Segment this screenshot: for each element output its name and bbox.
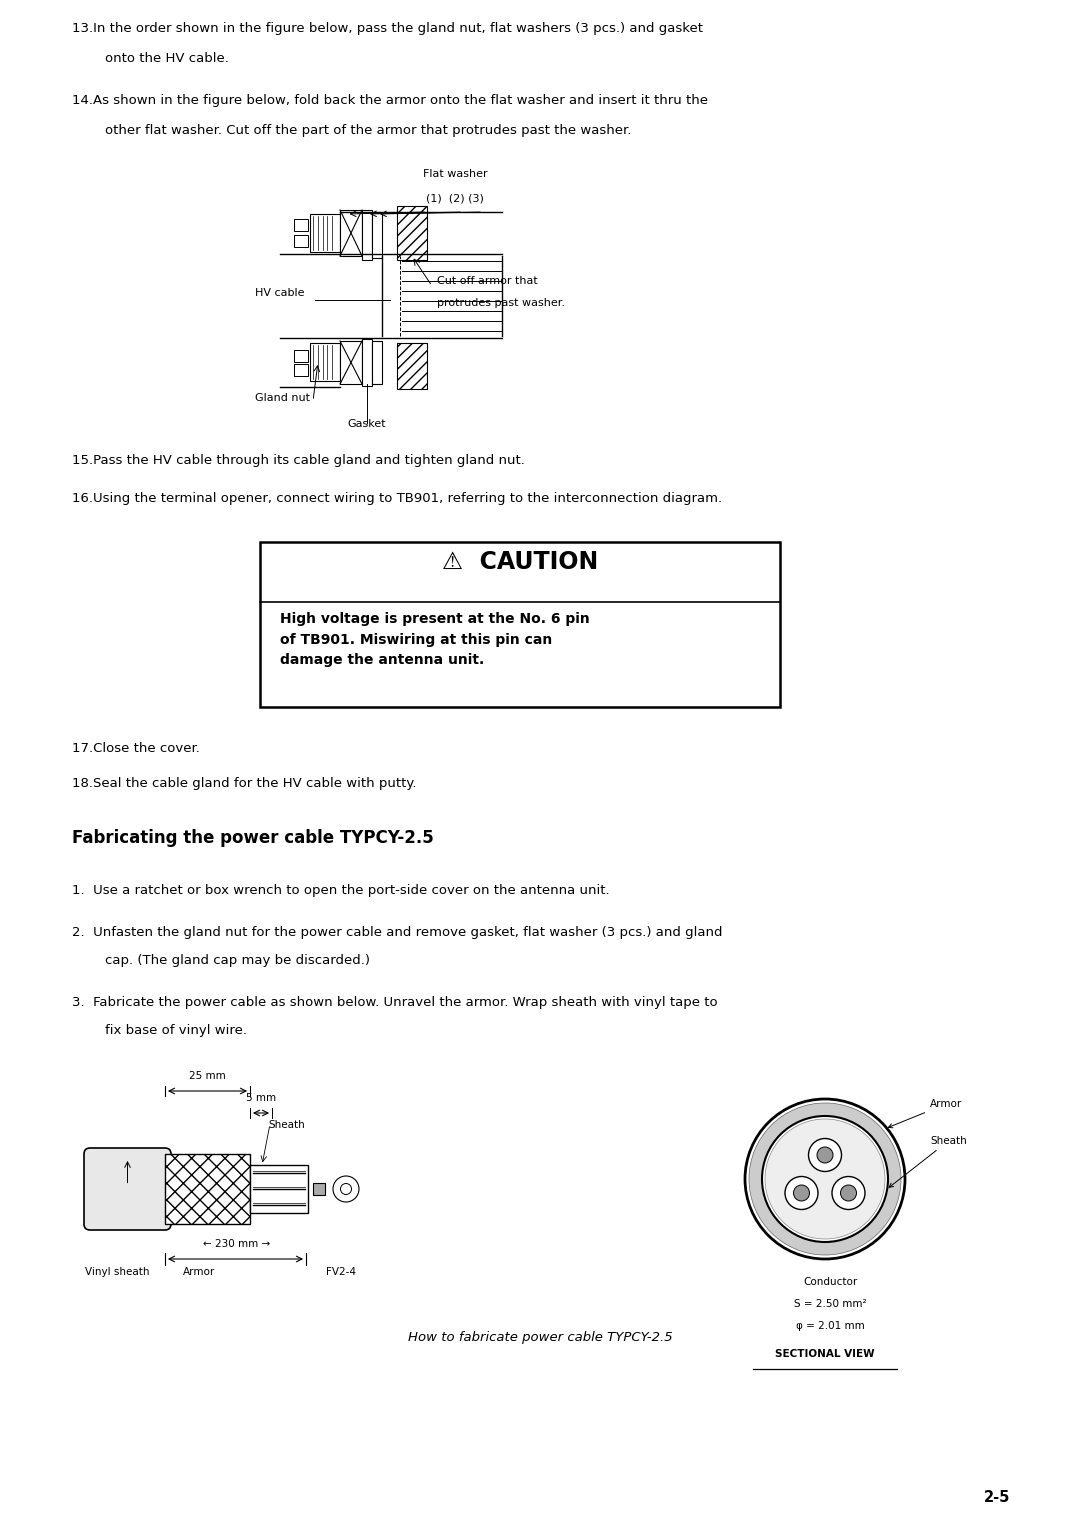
Text: Armor: Armor bbox=[183, 1267, 215, 1277]
Bar bbox=[362, 339, 372, 386]
Text: 13.In the order shown in the figure below, pass the gland nut, flat washers (3 p: 13.In the order shown in the figure belo… bbox=[72, 21, 703, 35]
Circle shape bbox=[750, 1102, 901, 1255]
Circle shape bbox=[333, 1176, 359, 1202]
Text: Gasket: Gasket bbox=[348, 418, 387, 429]
Text: φ = 2.01 mm: φ = 2.01 mm bbox=[796, 1321, 864, 1332]
Bar bbox=[372, 341, 382, 383]
Circle shape bbox=[809, 1139, 841, 1171]
Text: HV cable: HV cable bbox=[255, 289, 305, 298]
Text: Flat washer: Flat washer bbox=[422, 169, 487, 179]
Bar bbox=[382, 257, 396, 336]
Bar bbox=[362, 211, 372, 260]
Bar bbox=[340, 211, 362, 257]
Bar bbox=[340, 341, 362, 383]
Text: 15.Pass the HV cable through its cable gland and tighten gland nut.: 15.Pass the HV cable through its cable g… bbox=[72, 454, 525, 467]
Bar bbox=[294, 235, 308, 246]
Text: Gland nut: Gland nut bbox=[255, 392, 310, 403]
Circle shape bbox=[840, 1185, 856, 1202]
Circle shape bbox=[765, 1119, 885, 1238]
Text: protrudes past washer.: protrudes past washer. bbox=[437, 298, 565, 308]
Text: Sheath: Sheath bbox=[268, 1119, 305, 1130]
Bar bbox=[313, 1183, 325, 1196]
Text: FV2-4: FV2-4 bbox=[326, 1267, 356, 1277]
Bar bbox=[397, 344, 427, 389]
Text: 25 mm: 25 mm bbox=[189, 1070, 226, 1081]
Bar bbox=[310, 214, 340, 252]
Text: Fabricating the power cable TYPCY-2.5: Fabricating the power cable TYPCY-2.5 bbox=[72, 829, 434, 847]
Text: Vinyl sheath: Vinyl sheath bbox=[85, 1267, 149, 1277]
Bar bbox=[294, 363, 308, 376]
Bar bbox=[372, 212, 382, 258]
Text: 18.Seal the cable gland for the HV cable with putty.: 18.Seal the cable gland for the HV cable… bbox=[72, 777, 417, 789]
Bar bbox=[294, 220, 308, 232]
Circle shape bbox=[762, 1116, 888, 1241]
Text: 1.  Use a ratchet or box wrench to open the port-side cover on the antenna unit.: 1. Use a ratchet or box wrench to open t… bbox=[72, 884, 609, 896]
Circle shape bbox=[340, 1183, 351, 1194]
Text: S = 2.50 mm²: S = 2.50 mm² bbox=[794, 1299, 866, 1309]
Text: ← 230 mm →: ← 230 mm → bbox=[203, 1238, 270, 1249]
Text: How to fabricate power cable TYPCY-2.5: How to fabricate power cable TYPCY-2.5 bbox=[407, 1332, 673, 1344]
Text: SECTIONAL VIEW: SECTIONAL VIEW bbox=[775, 1348, 875, 1359]
Bar bbox=[310, 344, 340, 382]
Circle shape bbox=[785, 1176, 818, 1209]
Bar bbox=[294, 350, 308, 362]
Text: Armor: Armor bbox=[889, 1099, 962, 1128]
Text: onto the HV cable.: onto the HV cable. bbox=[105, 52, 229, 66]
Circle shape bbox=[794, 1185, 810, 1202]
Text: 16.Using the terminal opener, connect wiring to TB901, referring to the intercon: 16.Using the terminal opener, connect wi… bbox=[72, 492, 723, 505]
Text: cap. (The gland cap may be discarded.): cap. (The gland cap may be discarded.) bbox=[105, 954, 370, 967]
Text: 3.  Fabricate the power cable as shown below. Unravel the armor. Wrap sheath wit: 3. Fabricate the power cable as shown be… bbox=[72, 996, 717, 1009]
Text: ⚠  CAUTION: ⚠ CAUTION bbox=[442, 550, 598, 574]
Circle shape bbox=[745, 1099, 905, 1258]
Circle shape bbox=[816, 1147, 833, 1164]
Text: 17.Close the cover.: 17.Close the cover. bbox=[72, 742, 200, 754]
Text: 2-5: 2-5 bbox=[984, 1490, 1010, 1506]
Text: other flat washer. Cut off the part of the armor that protrudes past the washer.: other flat washer. Cut off the part of t… bbox=[105, 124, 632, 137]
Bar bbox=[260, 542, 780, 707]
Text: High voltage is present at the No. 6 pin
of TB901. Miswiring at this pin can
dam: High voltage is present at the No. 6 pin… bbox=[280, 612, 590, 667]
Bar bbox=[397, 206, 427, 260]
Text: 5 mm: 5 mm bbox=[246, 1093, 276, 1102]
Text: Conductor: Conductor bbox=[802, 1277, 858, 1287]
Text: (1)  (2) (3): (1) (2) (3) bbox=[427, 194, 484, 205]
Circle shape bbox=[832, 1176, 865, 1209]
Text: 2.  Unfasten the gland nut for the power cable and remove gasket, flat washer (3: 2. Unfasten the gland nut for the power … bbox=[72, 925, 723, 939]
Text: Cut off armor that: Cut off armor that bbox=[437, 276, 538, 286]
Bar bbox=[249, 1165, 308, 1212]
Text: Sheath: Sheath bbox=[889, 1136, 967, 1188]
Text: fix base of vinyl wire.: fix base of vinyl wire. bbox=[105, 1025, 247, 1037]
FancyBboxPatch shape bbox=[84, 1148, 171, 1231]
Bar bbox=[165, 1154, 249, 1225]
Text: 14.As shown in the figure below, fold back the armor onto the flat washer and in: 14.As shown in the figure below, fold ba… bbox=[72, 95, 708, 107]
